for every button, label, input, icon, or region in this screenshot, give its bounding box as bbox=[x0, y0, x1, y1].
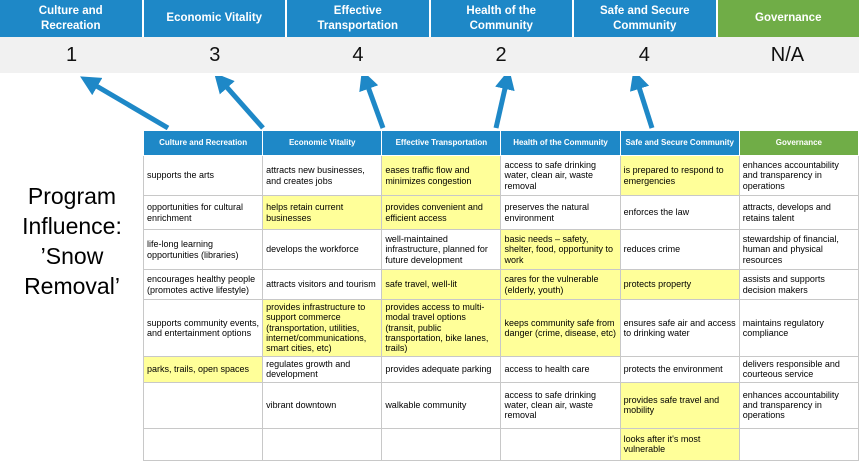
matrix-cell: provides convenient and efficient access bbox=[381, 195, 502, 230]
matrix-cell: attracts, develops and retains talent bbox=[738, 195, 859, 230]
matrix-cell: stewardship of financial, human and phys… bbox=[738, 229, 859, 270]
matrix-cell: access to health care bbox=[500, 355, 621, 383]
matrix-cell: delivers responsible and courteous servi… bbox=[738, 355, 859, 383]
arrow-culture bbox=[80, 76, 170, 131]
pillar-health-community: Health of the Community bbox=[430, 0, 572, 37]
matrix-row: looks after it's most vulnerable bbox=[142, 427, 859, 461]
score-row: 1 3 4 2 4 N/A bbox=[0, 37, 859, 73]
matrix-row: vibrant downtown walkable community acce… bbox=[142, 381, 859, 429]
matrix-cell: preserves the natural environment bbox=[500, 195, 621, 230]
matrix-cell bbox=[500, 427, 621, 461]
matrix-cell bbox=[381, 427, 502, 461]
arrow-economic bbox=[214, 76, 265, 130]
matrix-header-health: Health of the Community bbox=[500, 130, 621, 156]
matrix-cell: provides safe travel and mobility bbox=[619, 381, 740, 429]
score-effective-transportation: 4 bbox=[352, 43, 364, 66]
matrix-cell: maintains regulatory compliance bbox=[738, 299, 859, 357]
matrix-cell: parks, trails, open spaces bbox=[142, 355, 264, 383]
matrix-cell: access to safe drinking water, clean air… bbox=[500, 381, 621, 429]
matrix-cell: keeps community safe from danger (crime,… bbox=[500, 299, 621, 357]
score-economic-vitality: 3 bbox=[209, 43, 221, 66]
matrix-cell: develops the workforce bbox=[262, 229, 383, 270]
matrix-cell: supports the arts bbox=[142, 155, 264, 196]
matrix-header-culture: Culture and Recreation bbox=[142, 130, 264, 156]
matrix-cell: assists and supports decision makers bbox=[738, 269, 859, 300]
matrix-cell: provides access to multi-modal travel op… bbox=[381, 299, 502, 357]
matrix-cell: access to safe drinking water, clean air… bbox=[500, 155, 621, 196]
matrix-row: supports the arts attracts new businesse… bbox=[142, 155, 859, 196]
score-governance: N/A bbox=[770, 43, 805, 66]
matrix-row: life-long learning opportunities (librar… bbox=[142, 229, 859, 270]
matrix-cell: looks after it's most vulnerable bbox=[619, 427, 740, 461]
matrix-header-row: Culture and Recreation Economic Vitality… bbox=[142, 130, 859, 156]
matrix-cell: regulates growth and development bbox=[262, 355, 383, 383]
matrix-cell: supports community events, and entertain… bbox=[142, 299, 264, 357]
matrix-cell: cares for the vulnerable (elderly, youth… bbox=[500, 269, 621, 300]
matrix-row: encourages healthy people (promotes acti… bbox=[142, 269, 859, 300]
matrix-cell: protects the environment bbox=[619, 355, 740, 383]
matrix-row: opportunities for cultural enrichment he… bbox=[142, 195, 859, 230]
matrix-cell: life-long learning opportunities (librar… bbox=[142, 229, 264, 270]
matrix-cell: helps retain current businesses bbox=[262, 195, 383, 230]
matrix-cell: basic needs – safety, shelter, food, opp… bbox=[500, 229, 621, 270]
matrix-cell bbox=[142, 381, 264, 429]
matrix-cell: provides adequate parking bbox=[381, 355, 502, 383]
matrix-cell bbox=[142, 427, 264, 461]
matrix-cell: eases traffic flow and minimizes congest… bbox=[381, 155, 502, 196]
pillar-safe-secure-community: Safe and Secure Community bbox=[574, 0, 716, 37]
matrix-cell: well-maintained infrastructure, planned … bbox=[381, 229, 502, 270]
matrix-cell: walkable community bbox=[381, 381, 502, 429]
matrix-cell: encourages healthy people (promotes acti… bbox=[142, 269, 264, 300]
pillar-effective-transportation: Effective Transportation bbox=[287, 0, 429, 37]
pillar-header-row: Culture and Recreation Economic Vitality… bbox=[0, 0, 859, 37]
matrix-header-economic: Economic Vitality bbox=[262, 130, 383, 156]
pillar-economic-vitality: Economic Vitality bbox=[143, 0, 285, 37]
matrix-cell bbox=[738, 427, 859, 461]
score-health-community: 2 bbox=[495, 43, 507, 66]
arrow-transportation bbox=[359, 76, 386, 129]
matrix-cell: is prepared to respond to emergencies bbox=[619, 155, 740, 196]
matrix-cell: provides infrastructure to support comme… bbox=[262, 299, 383, 357]
matrix-cell: protects property bbox=[619, 269, 740, 300]
matrix-row: parks, trails, open spaces regulates gro… bbox=[142, 355, 859, 383]
matrix-cell: enhances accountability and transparency… bbox=[738, 381, 859, 429]
matrix-cell: attracts visitors and tourism bbox=[262, 269, 383, 300]
matrix-cell: ensures safe air and access to drinking … bbox=[619, 299, 740, 357]
matrix-cell: enhances accountability and transparency… bbox=[738, 155, 859, 196]
matrix-cell: vibrant downtown bbox=[262, 381, 383, 429]
matrix-row: supports community events, and entertain… bbox=[142, 299, 859, 357]
matrix-cell: reduces crime bbox=[619, 229, 740, 270]
score-safe-secure-community: 4 bbox=[638, 43, 650, 66]
matrix-header-governance: Governance bbox=[738, 130, 859, 156]
influence-matrix: Culture and Recreation Economic Vitality… bbox=[142, 130, 859, 461]
pillar-culture-recreation: Culture and Recreation bbox=[0, 0, 142, 37]
matrix-cell bbox=[262, 427, 383, 461]
arrow-health bbox=[493, 76, 515, 129]
matrix-cell: attracts new businesses, and creates job… bbox=[262, 155, 383, 196]
arrow-safe-secure bbox=[629, 76, 655, 129]
score-culture-recreation: 1 bbox=[66, 43, 78, 66]
matrix-header-safe-secure: Safe and Secure Community bbox=[619, 130, 740, 156]
matrix-cell: enforces the law bbox=[619, 195, 740, 230]
pillar-governance: Governance bbox=[717, 0, 859, 37]
score-arrows bbox=[80, 76, 655, 131]
program-title: Program Influence: ’Snow Removal’ bbox=[22, 183, 122, 299]
matrix-cell: opportunities for cultural enrichment bbox=[142, 195, 264, 230]
matrix-header-transportation: Effective Transportation bbox=[381, 130, 502, 156]
matrix-cell: safe travel, well-lit bbox=[381, 269, 502, 300]
